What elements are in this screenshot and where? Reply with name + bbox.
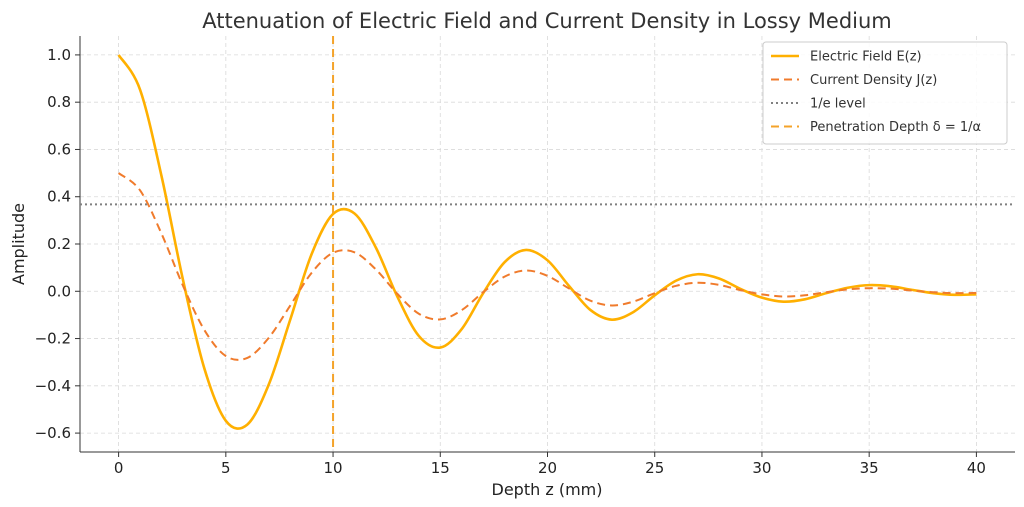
y-tick-label: 0.8 <box>47 93 71 111</box>
x-tick-label: 15 <box>431 459 450 477</box>
x-ticks: 0 5 10 15 20 25 30 35 40 <box>114 452 986 477</box>
x-tick-label: 5 <box>221 459 231 477</box>
y-tick-label: 1.0 <box>47 46 71 64</box>
legend-label: Electric Field E(z) <box>810 50 922 65</box>
y-tick-label: −0.4 <box>35 377 71 395</box>
chart-title: Attenuation of Electric Field and Curren… <box>202 9 892 33</box>
y-tick-label: 0.0 <box>47 282 71 300</box>
x-axis-title: Depth z (mm) <box>492 480 603 499</box>
y-tick-label: 0.2 <box>47 235 71 253</box>
series-layer <box>80 36 1015 452</box>
legend-label: 1/e level <box>810 97 866 112</box>
legend: Electric Field E(z) Current Density J(z) 1… <box>762 41 1008 145</box>
legend-box <box>762 41 1008 145</box>
y-tick-label: −0.2 <box>35 330 71 348</box>
y-tick-label: 0.6 <box>47 140 71 158</box>
y-tick-label: 0.4 <box>47 188 71 206</box>
y-tick-label: −0.6 <box>35 424 71 442</box>
x-tick-label: 10 <box>324 459 343 477</box>
x-tick-label: 20 <box>538 459 557 477</box>
legend-label: Penetration Depth δ = 1/α <box>810 120 981 135</box>
x-tick-label: 25 <box>645 459 664 477</box>
y-axis-title: Amplitude <box>9 203 28 285</box>
x-tick-label: 35 <box>860 459 879 477</box>
y-ticks: −0.6 −0.4 −0.2 0.0 0.2 0.4 0.6 0.8 1.0 <box>35 46 80 442</box>
grid <box>80 36 1015 452</box>
x-tick-label: 0 <box>114 459 124 477</box>
x-tick-label: 40 <box>967 459 986 477</box>
x-tick-label: 30 <box>752 459 771 477</box>
legend-label: Current Density J(z) <box>810 73 937 88</box>
series-current-density-j-z <box>117 172 977 361</box>
